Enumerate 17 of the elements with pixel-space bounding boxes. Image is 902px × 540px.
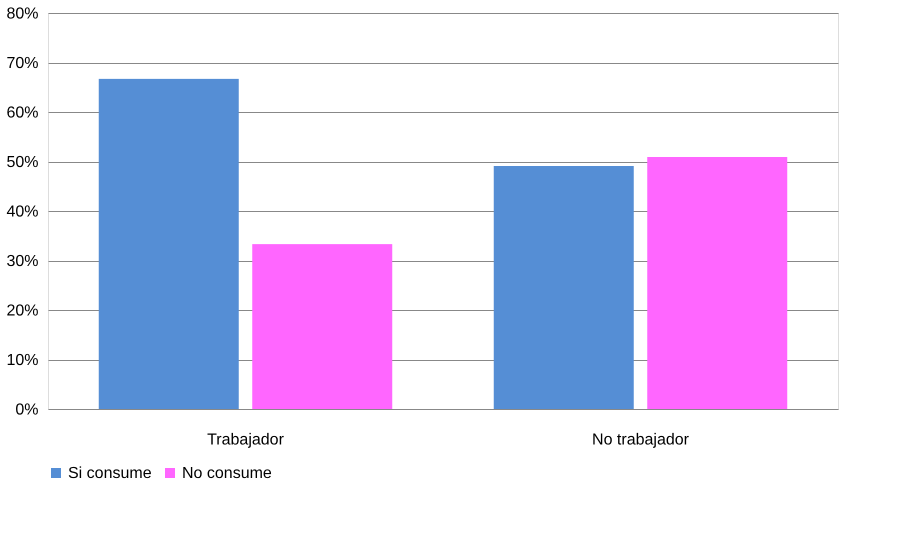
x-tick-label: Trabajador [207, 432, 285, 448]
bar [98, 78, 239, 409]
bar [647, 157, 788, 409]
bar [494, 166, 634, 409]
y-tick-label: 50% [6, 154, 38, 171]
y-tick-label: 30% [6, 253, 38, 270]
legend-label: Si consume [68, 465, 152, 482]
y-tick-label: 20% [6, 302, 38, 320]
y-tick-label: 0% [15, 402, 38, 418]
bar [252, 244, 392, 409]
y-tick-label: 70% [6, 55, 38, 72]
legend-label: No consume [182, 465, 272, 482]
y-tick-label: 80% [6, 6, 38, 22]
y-tick-label: 40% [6, 204, 38, 220]
x-tick-label: No trabajador [592, 432, 690, 448]
y-tick-label: 60% [6, 104, 38, 122]
y-tick-label: 10% [6, 352, 38, 369]
